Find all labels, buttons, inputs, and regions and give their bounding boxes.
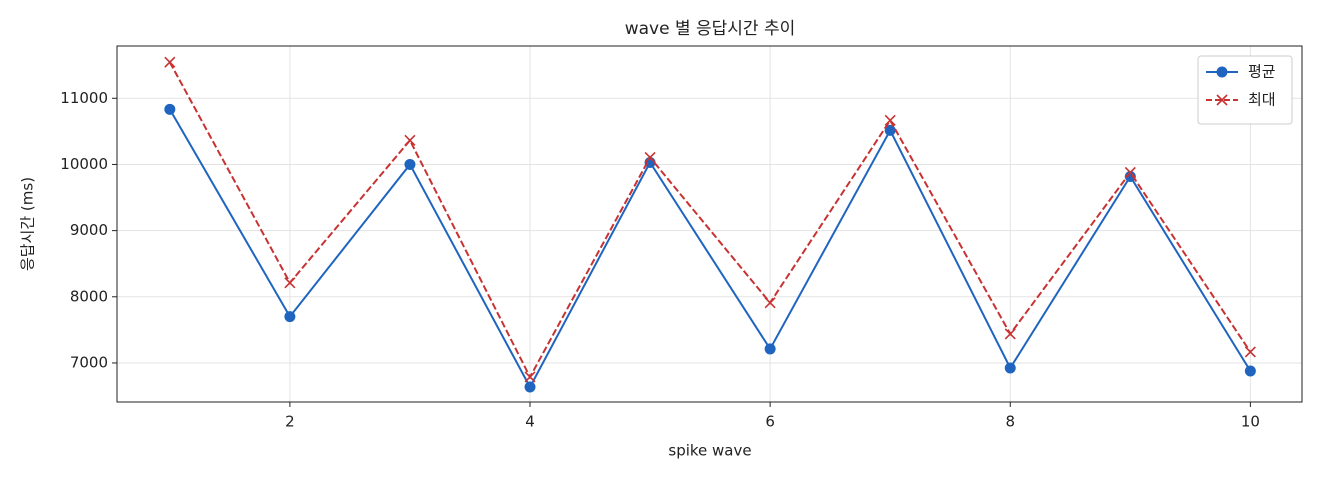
marker	[764, 343, 776, 355]
legend-label: 평균	[1248, 63, 1276, 81]
marker-x	[644, 151, 656, 163]
y-tick-label: 9000	[70, 221, 108, 239]
y-axis-label: 응답시간 (ms)	[19, 177, 37, 271]
marker	[884, 124, 896, 136]
line	[168, 108, 1252, 390]
y-tick-label: 8000	[70, 287, 108, 305]
x-tick-label: 10	[1241, 413, 1260, 431]
x-axis-label: spike wave	[668, 442, 751, 460]
marker-x	[524, 371, 536, 383]
marker	[404, 158, 416, 170]
marker	[284, 277, 296, 289]
marker	[524, 381, 536, 393]
marker	[1004, 362, 1016, 374]
marker	[1216, 94, 1228, 106]
marker-x	[1124, 166, 1136, 179]
marker	[164, 103, 176, 115]
line	[168, 61, 1252, 380]
marker	[284, 311, 296, 323]
marker-x	[284, 277, 296, 289]
x-tick-label: 4	[525, 413, 535, 431]
marker	[164, 56, 176, 68]
legend-box	[1197, 55, 1293, 125]
x-tick-label: 8	[1005, 413, 1015, 431]
marker	[404, 134, 416, 146]
chart-title: wave 별 응답시간 추이	[625, 19, 796, 39]
marker-x	[1216, 94, 1228, 106]
plot-frame	[116, 45, 1303, 403]
marker-x	[764, 297, 776, 309]
y-tick-label: 7000	[70, 353, 108, 371]
y-tick-label: 10000	[60, 155, 108, 173]
marker	[644, 151, 656, 163]
marker-x	[404, 134, 416, 146]
marker-x	[1244, 346, 1256, 358]
marker	[764, 297, 776, 309]
x-tick-label: 6	[765, 413, 775, 431]
marker	[1004, 328, 1016, 340]
marker	[524, 371, 536, 383]
marker	[884, 114, 896, 126]
x-tick-label: 2	[285, 413, 295, 431]
marker	[1124, 170, 1136, 182]
marker	[1124, 166, 1136, 179]
marker	[1244, 346, 1256, 358]
marker-x	[164, 56, 176, 68]
legend-label: 최대	[1248, 91, 1276, 109]
marker	[1216, 66, 1228, 78]
marker-x	[884, 114, 896, 126]
marker-x	[1004, 328, 1016, 340]
y-tick-label: 11000	[60, 89, 108, 107]
marker	[1244, 365, 1256, 377]
